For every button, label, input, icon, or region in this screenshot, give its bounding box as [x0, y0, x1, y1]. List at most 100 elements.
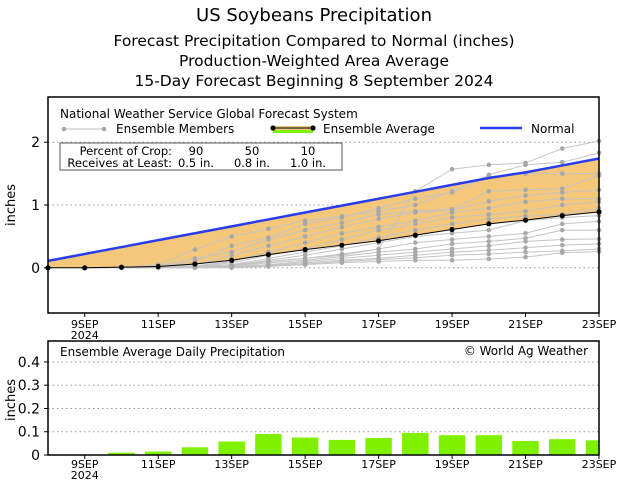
ensemble-average-line	[48, 211, 600, 269]
legend-members-dot	[101, 126, 107, 132]
ensemble-member-point	[486, 227, 492, 233]
crop-row1-v2: 50	[245, 144, 260, 158]
ensemble-member-point	[486, 212, 492, 217]
y-tick-label: 0.1	[18, 425, 40, 441]
ensemble-member-point	[523, 187, 528, 193]
ensemble-average-point	[82, 265, 88, 271]
y-tick-label: 0.4	[18, 355, 40, 371]
ensemble-member-point	[376, 212, 381, 217]
ensemble-member-point	[413, 257, 418, 263]
ensemble-member-point	[523, 162, 528, 168]
ensemble-member-point	[339, 214, 345, 219]
normal-line	[47, 157, 600, 263]
ensemble-average-point	[486, 221, 492, 227]
ensemble-member-point	[449, 257, 455, 263]
x-tick-label: 13SEP	[214, 458, 249, 471]
ensemble-average-point	[522, 217, 529, 223]
ensemble-member-point	[523, 214, 528, 219]
x-tick-label: 15SEP	[288, 318, 323, 331]
ensemble-member-point	[192, 256, 198, 261]
ensemble-average-point	[229, 257, 235, 263]
y-tick-label: 0.3	[18, 378, 40, 394]
ensemble-member-point	[229, 234, 234, 239]
ensemble-member-point	[229, 243, 234, 249]
ensemble-member-point	[449, 230, 455, 236]
daily-precip-bar	[438, 435, 466, 455]
plot-frame	[47, 340, 600, 456]
ensemble-member-point	[486, 216, 492, 222]
cumulative-chart: 0 1 2 9SEP 11SEP 13SEP 15SEP 17SEP 19SEP 21SEP 23S…	[31, 96, 617, 342]
x-tick-label: 17SEP	[361, 458, 396, 471]
ensemble-member-point	[523, 239, 528, 244]
ensemble-member-point	[559, 160, 565, 165]
ensemble-member-point	[559, 146, 565, 151]
x-tick-label: 9SEP	[71, 318, 99, 331]
deficit-fill-area	[48, 158, 599, 268]
ensemble-member-point	[486, 205, 492, 211]
x-tick-label: 11SEP	[141, 318, 176, 331]
ensemble-member-point	[559, 237, 565, 242]
daily-precip-bar	[108, 452, 135, 455]
daily-precip-bar	[218, 441, 245, 455]
ensemble-member-point	[559, 227, 565, 233]
ensemble-average-point	[302, 246, 308, 253]
ensemble-member-point	[559, 196, 565, 202]
x-tick-label: 23SEP	[582, 318, 617, 331]
legend-average-dot	[270, 125, 276, 131]
ensemble-member-point	[559, 242, 565, 248]
daily-precip-bar	[291, 437, 319, 455]
ensemble-member-point	[339, 224, 345, 230]
ensemble-member-point	[449, 221, 455, 227]
ensemble-member-point	[266, 237, 271, 242]
ensemble-member-point	[302, 218, 308, 223]
crop-row2-label: Receives at Least:	[67, 156, 172, 170]
ensemble-member-point	[413, 196, 418, 202]
ensemble-member-point	[302, 234, 308, 239]
x-tick-label: 15SEP	[288, 458, 323, 471]
x-tick-label: 23SEP	[582, 458, 617, 471]
ensemble-member-point	[192, 265, 198, 271]
copyright-annotation: © World Ag Weather	[464, 344, 588, 358]
daily-precip-bar	[365, 438, 392, 455]
bottom-y-axis-label: inches	[4, 379, 19, 421]
legend-members-dot	[61, 126, 67, 132]
ensemble-member-point	[376, 216, 381, 222]
x-tick-label: 17SEP	[361, 318, 396, 331]
ensemble-member-point	[413, 240, 418, 245]
crop-row1-v3: 10	[301, 144, 316, 158]
legend-normal-label: Normal	[531, 122, 574, 136]
ensemble-member-point	[376, 227, 381, 233]
ensemble-member-point	[523, 193, 528, 198]
ensemble-member-point	[523, 245, 528, 250]
daily-precip-bar	[549, 439, 576, 455]
y-tick-label: 0	[31, 261, 40, 277]
ensemble-member-point	[376, 259, 381, 264]
x-tick-label: 21SEP	[508, 318, 543, 331]
ensemble-member-point	[302, 227, 308, 233]
daily-precip-bar	[255, 434, 282, 455]
crop-row1-v1: 90	[189, 144, 204, 158]
ensemble-member-point	[192, 247, 198, 252]
ensemble-member-point	[413, 202, 418, 208]
ensemble-average-point	[559, 213, 565, 219]
chart-title: US Soybeans Precipitation	[196, 5, 432, 26]
daily-precip-bar	[402, 432, 429, 455]
ensemble-member-point	[523, 249, 528, 255]
chart-subtitle-2: Production-Weighted Area Average	[179, 52, 449, 70]
ensemble-member-point	[559, 221, 565, 227]
top-chart-title: National Weather Service Global Forecast…	[60, 107, 358, 121]
ensemble-average-point	[412, 232, 418, 238]
ensemble-member-point	[339, 260, 345, 266]
legend-members-label: Ensemble Members	[116, 122, 234, 136]
daily-precip-bar	[144, 451, 172, 455]
x-tick-year: 2024	[71, 329, 99, 342]
ensemble-member-point	[486, 243, 492, 249]
ensemble-member-point	[559, 186, 565, 191]
x-tick-label: 9SEP	[71, 458, 99, 471]
ensemble-member-point	[559, 202, 565, 208]
ensemble-member-point	[449, 166, 455, 172]
ensemble-member-point	[449, 215, 455, 220]
ensemble-member-point	[302, 240, 308, 245]
bottom-chart-title: Ensemble Average Daily Precipitation	[60, 345, 285, 359]
daily-precip-bar	[181, 447, 209, 455]
